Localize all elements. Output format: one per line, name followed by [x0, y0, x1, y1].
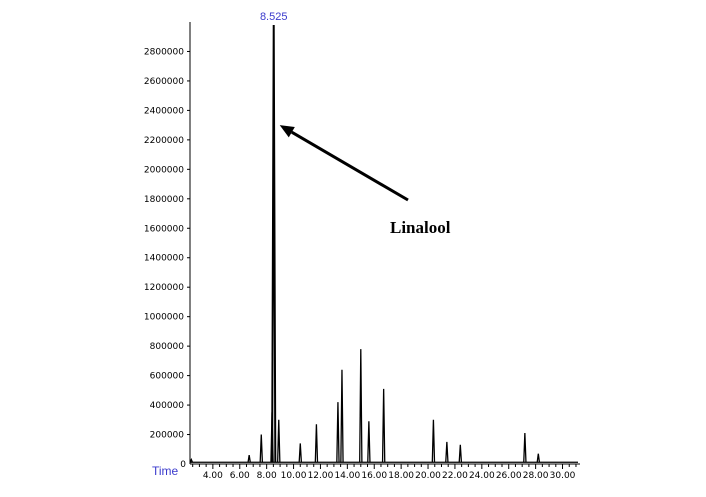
- annotation-label: Linalool: [390, 218, 451, 237]
- y-tick-label: 2000000: [144, 165, 184, 175]
- y-tick-label: 1400000: [144, 254, 184, 264]
- peak: [298, 443, 303, 463]
- peak: [314, 424, 319, 463]
- peak: [259, 434, 264, 463]
- x-tick-label: 20.00: [415, 471, 441, 481]
- y-tick-label: 400000: [150, 401, 185, 411]
- peak: [445, 441, 449, 463]
- x-tick-label: 10.00: [281, 471, 307, 481]
- y-tick-label: 1600000: [144, 224, 184, 234]
- peak: [523, 433, 527, 463]
- peak: [189, 457, 194, 463]
- peak: [381, 388, 386, 463]
- peak: [367, 421, 371, 463]
- x-tick-label: 24.00: [469, 471, 495, 481]
- y-tick-label: 2400000: [144, 106, 184, 116]
- x-tick-label: 12.00: [308, 471, 334, 481]
- x-tick-label: 18.00: [388, 471, 414, 481]
- peak: [336, 402, 340, 463]
- peak: [359, 349, 363, 463]
- x-tick-label: 30.00: [550, 471, 576, 481]
- x-axis-ticks: 4.00 6.00 8.00 10.00 12.00 14.00 16.00 18.00 20.…: [192, 464, 577, 481]
- y-tick-label: 2800000: [144, 47, 184, 57]
- y-tick-label: 800000: [150, 342, 185, 352]
- x-tick-label: 8.00: [257, 471, 277, 481]
- peak: [536, 453, 541, 463]
- peak: [458, 444, 463, 463]
- chromatogram-trace: [189, 24, 578, 463]
- y-tick-label: 600000: [150, 372, 185, 382]
- x-tick-label: 14.00: [334, 471, 360, 481]
- peak: [271, 24, 277, 463]
- annotation-arrow: [291, 130, 409, 202]
- top-peak-retention-label: 8.525: [260, 11, 288, 23]
- x-tick-label: 26.00: [496, 471, 522, 481]
- peak: [431, 419, 436, 463]
- x-axis-label: Time: [152, 464, 179, 478]
- x-tick-label: 28.00: [523, 471, 549, 481]
- x-tick-label: 16.00: [361, 471, 387, 481]
- peak: [277, 419, 281, 463]
- peak: [340, 369, 344, 463]
- y-tick-label: 200000: [150, 431, 185, 441]
- y-tick-label: 1800000: [144, 195, 184, 205]
- annotation-arrowhead: [279, 125, 295, 138]
- y-tick-label: 1200000: [144, 283, 184, 293]
- y-tick-label: 0: [180, 460, 186, 470]
- x-tick-label: 6.00: [230, 471, 250, 481]
- y-tick-label: 2200000: [144, 136, 184, 146]
- y-tick-label: 2600000: [144, 77, 184, 87]
- y-tick-label: 1000000: [144, 313, 184, 323]
- x-tick-label: 4.00: [203, 471, 223, 481]
- x-tick-label: 22.00: [442, 471, 468, 481]
- y-axis-ticks: 0 200000 400000 600000 800000 1000000 1200000 1…: [144, 47, 190, 470]
- peak: [247, 455, 251, 463]
